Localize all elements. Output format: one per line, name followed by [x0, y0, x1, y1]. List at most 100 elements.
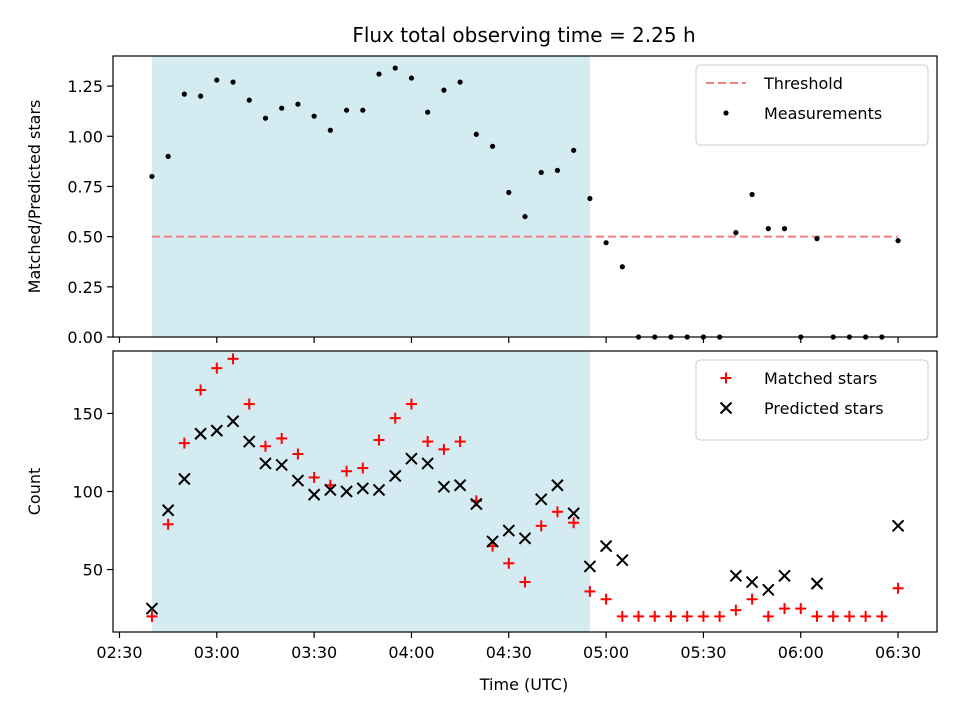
matched-star-marker: [535, 520, 547, 532]
matched-star-marker: [827, 610, 839, 622]
matched-star-marker: [162, 518, 174, 530]
x-tick-label: 05:30: [680, 643, 726, 662]
marker-stroke: [161, 504, 175, 517]
marker-stroke: [810, 577, 824, 590]
predicted-star-marker: [389, 469, 402, 483]
x-tick-label: 03:30: [291, 643, 337, 662]
marker-stroke: [437, 480, 451, 494]
y-tick-label: 1.25: [67, 77, 103, 96]
matched-star-marker: [146, 610, 158, 622]
matched-star-marker: [341, 465, 353, 477]
measurement-point: [571, 147, 577, 153]
predicted-star-marker: [810, 577, 824, 590]
predicted-star-marker: [453, 479, 467, 492]
matched-star-marker: [811, 610, 823, 622]
matched-star-marker: [243, 398, 255, 410]
matched-star-marker: [860, 610, 872, 622]
predicted-star-marker: [307, 488, 321, 501]
predicted-star-marker: [161, 504, 175, 517]
x-tick-label: 02:30: [96, 643, 142, 662]
marker-stroke: [729, 569, 743, 583]
predicted-star-marker: [719, 401, 733, 415]
marker-stroke: [389, 469, 402, 483]
x-tick-label: 03:00: [194, 643, 240, 662]
predicted-star-marker: [551, 479, 564, 492]
predicted-star-marker: [437, 480, 451, 494]
x-tick-label: 06:30: [875, 643, 921, 662]
matched-star-marker: [178, 437, 190, 449]
matched-star-marker: [714, 610, 726, 622]
matched-star-marker: [665, 610, 677, 622]
measurement-point: [360, 107, 366, 113]
measurement-point: [473, 131, 479, 137]
predicted-star-marker: [891, 519, 905, 533]
matched-star-marker: [259, 440, 271, 452]
measurement-point: [343, 107, 350, 113]
matched-star-marker: [843, 610, 855, 622]
predicted-star-marker: [291, 474, 305, 487]
predicted-star-marker: [470, 497, 483, 511]
measurement-point: [295, 101, 301, 107]
marker-stroke: [243, 435, 256, 448]
predicted-star-marker: [421, 457, 434, 470]
predicted-star-marker: [340, 485, 353, 498]
y-tick-label: 1.00: [67, 127, 103, 146]
matched-star-marker: [892, 582, 904, 594]
marker-stroke: [616, 553, 629, 567]
measurement-point: [603, 240, 609, 246]
marker-stroke: [535, 493, 548, 506]
marker-stroke: [762, 583, 775, 597]
predicted-star-marker: [502, 524, 515, 537]
measurement-point: [814, 236, 820, 242]
observing-window-span: [151, 56, 590, 337]
y-tick-label: 0.25: [67, 278, 103, 297]
measurement-point: [214, 77, 220, 83]
marker-stroke: [719, 401, 733, 415]
marker-stroke: [356, 482, 370, 495]
predicted-star-marker: [405, 452, 418, 465]
legend: Matched stars Predicted stars: [695, 359, 929, 441]
x-tick-label: 04:30: [486, 643, 532, 662]
ratio-panel: 0.00 0.25 0.50 0.75 1.00 1.25 Matched/Predicte…: [25, 55, 938, 347]
predicted-star-marker: [778, 569, 791, 583]
matched-star-marker: [649, 610, 661, 622]
predicted-star-marker: [762, 583, 775, 597]
matched-star-marker: [568, 517, 580, 529]
legend-box: [695, 359, 929, 441]
y-tick-label: 150: [72, 404, 103, 423]
marker-stroke: [226, 415, 240, 428]
legend-label: Matched stars: [764, 369, 877, 388]
y-tick-label: 0.00: [67, 328, 103, 347]
matched-star-marker: [730, 604, 742, 616]
matched-star-marker: [551, 506, 563, 518]
observing-window-span: [151, 351, 590, 632]
matched-star-marker: [389, 412, 401, 424]
measurement-point: [457, 79, 463, 85]
predicted-star-marker: [518, 532, 532, 545]
measurement-point: [781, 226, 788, 232]
marker-stroke: [599, 539, 613, 553]
marker-stroke: [551, 479, 564, 492]
marker-stroke: [291, 474, 305, 487]
matched-star-marker: [454, 436, 466, 448]
measurement-point: [723, 110, 729, 116]
x-tick-label: 04:00: [388, 643, 434, 662]
legend-label: Predicted stars: [764, 399, 884, 418]
predicted-star-marker: [324, 483, 337, 497]
matched-star-marker: [211, 362, 223, 374]
measurement-point: [733, 230, 739, 236]
marker-stroke: [421, 457, 434, 470]
matched-star-marker: [746, 593, 758, 605]
marker-stroke: [178, 472, 191, 486]
measurement-point: [181, 91, 187, 97]
matched-star-marker: [681, 610, 693, 622]
y-axis-label: Count: [25, 468, 44, 516]
matched-star-marker: [405, 398, 417, 410]
measurement-point: [749, 191, 755, 198]
measurement-point: [554, 167, 561, 174]
count-panel: 02:30 03:00 03:30 04:00 04:30 05:00 05:30 06:00…: [25, 350, 938, 662]
measurement-point: [279, 105, 285, 111]
matched-star-marker: [195, 384, 207, 396]
predicted-star-marker: [178, 472, 191, 486]
measurement-point: [197, 93, 204, 99]
